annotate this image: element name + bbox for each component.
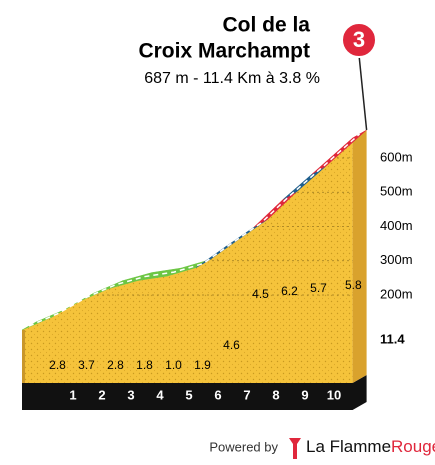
footer: Powered by La FlammeRouge (209, 437, 435, 459)
distance-label: 11.4 (380, 331, 405, 346)
base-band (22, 375, 367, 410)
x-tick-label: 6 (214, 387, 221, 402)
x-tick-label: 5 (185, 387, 192, 402)
category-label: 3 (353, 27, 365, 52)
y-tick-label: 400m (380, 218, 413, 233)
x-tick-label: 4 (156, 387, 164, 402)
subtitle: 687 m - 11.4 Km à 3.8 % (144, 70, 320, 87)
y-tick-label: 200m (380, 286, 413, 301)
y-tick-label: 500m (380, 184, 413, 199)
x-tick-label: 7 (243, 387, 250, 402)
badge (341, 22, 377, 58)
brand: La FlammeRouge (306, 437, 435, 456)
gradient-label: 5.7 (310, 281, 327, 295)
powered-by: Powered by (209, 439, 278, 454)
x-tick-label: 3 (127, 387, 134, 402)
gradient-label: 3.7 (78, 358, 95, 372)
logo-icon (289, 438, 301, 459)
y-tick-label: 300m (380, 252, 413, 267)
profile-side (352, 130, 367, 383)
profile-texture (22, 138, 353, 383)
x-tick-label: 2 (98, 387, 105, 402)
y-tick-label: 600m (380, 149, 413, 164)
gradient-label: 1.0 (165, 358, 182, 372)
brand-name: La Flamme (306, 437, 391, 456)
gradient-label: 4.6 (223, 338, 240, 352)
gradient-label: 5.8 (345, 278, 362, 292)
x-tick-label: 8 (272, 387, 279, 402)
brand-accent: Rouge (391, 437, 435, 456)
badge-pole (358, 54, 368, 131)
x-tick-label: 10 (327, 387, 341, 402)
profile-line (28, 133, 361, 327)
x-tick-label: 9 (301, 387, 308, 402)
gradient-label: 6.2 (281, 284, 298, 298)
gradient-label: 4.5 (252, 287, 269, 301)
gradient-label: 1.8 (136, 358, 153, 372)
gradient-label: 1.9 (194, 358, 211, 372)
x-tick-label: 1 (69, 387, 76, 402)
title-line: Col de la (222, 14, 310, 37)
gradient-label: 2.8 (107, 358, 124, 372)
gradient-label: 2.8 (49, 358, 66, 372)
profile-left-edge (22, 330, 25, 383)
title-line: Croix Marchampt (138, 40, 310, 63)
